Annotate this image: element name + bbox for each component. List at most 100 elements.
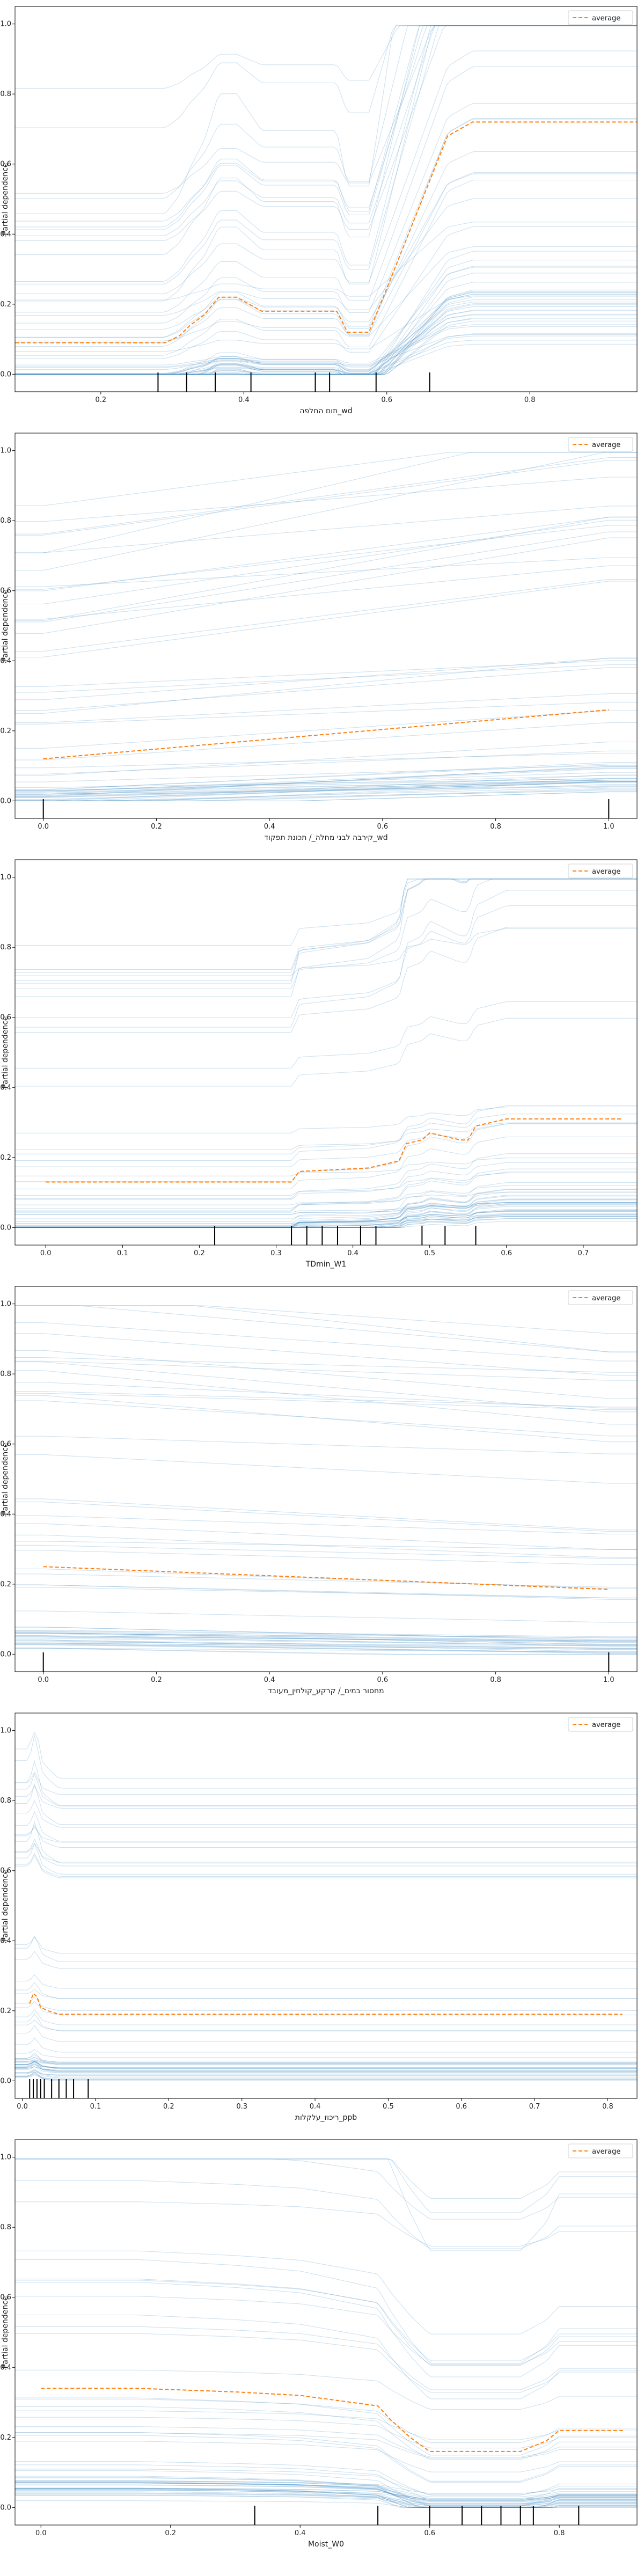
x-axis-label: ריכוז_עלקלות_ppb xyxy=(295,2113,357,2122)
ice-line xyxy=(15,2060,637,2072)
ice-line xyxy=(15,1436,637,1454)
x-tick-label: 0.7 xyxy=(529,2103,540,2111)
y-tick-label: 0.6 xyxy=(0,1014,11,1022)
ice-line xyxy=(15,2461,637,2496)
ice-line xyxy=(15,310,637,375)
ice-line xyxy=(15,2069,637,2076)
ice-line xyxy=(15,2074,637,2081)
ice-line xyxy=(15,2061,637,2069)
legend: average xyxy=(568,863,633,879)
y-tick-label: 0.8 xyxy=(0,517,11,525)
ice-line xyxy=(15,772,637,792)
ice-line xyxy=(15,1350,637,1399)
ice-line xyxy=(15,1195,637,1228)
average-line xyxy=(46,1118,622,1183)
ice-line xyxy=(15,775,637,792)
ice-line xyxy=(15,657,637,700)
ice-line xyxy=(15,1633,637,1645)
ice-line xyxy=(15,335,637,375)
ice-line xyxy=(15,701,637,724)
ice-line xyxy=(15,1936,637,1954)
ice-line xyxy=(15,1136,637,1189)
ice-line xyxy=(15,2061,637,2073)
y-tick-label: 1.0 xyxy=(0,1727,11,1735)
ice-line xyxy=(15,2432,637,2458)
pdp-panel-5: 0.0 0.1 0.2 0.3 0.4 0.5 0.6 0.7 0.8 0.0 0.2 0.4 0.6 0… xyxy=(0,1713,638,2122)
ice-line xyxy=(15,789,637,801)
ice-line xyxy=(15,657,637,714)
ice-line xyxy=(15,1209,637,1228)
ice-line xyxy=(15,1218,637,1228)
y-tick-label: 0.6 xyxy=(0,160,11,169)
ice-line xyxy=(15,1642,637,1650)
ice-line xyxy=(15,1198,637,1228)
ice-line xyxy=(15,2369,637,2410)
ice-line xyxy=(15,1811,637,1842)
ice-line xyxy=(15,1773,637,1806)
ice-line xyxy=(15,581,637,658)
ice-line xyxy=(15,928,637,976)
x-tick-label: 0.6 xyxy=(501,1249,512,1257)
ice-line xyxy=(15,304,637,375)
ice-line xyxy=(15,1400,637,1437)
ice-line xyxy=(15,317,637,375)
y-tick-label: 0.8 xyxy=(0,90,11,98)
ice-line xyxy=(15,1202,637,1215)
ice-line xyxy=(15,1855,637,1878)
ice-line xyxy=(15,1182,637,1222)
average-line xyxy=(41,2388,624,2452)
ice-line xyxy=(15,1515,637,1535)
ice-line xyxy=(15,1362,637,1413)
ice-line xyxy=(15,2326,637,2390)
ice-line xyxy=(15,119,637,338)
ice-line xyxy=(15,1611,637,1623)
ice-line xyxy=(15,782,637,798)
ice-line xyxy=(15,565,637,620)
y-tick-label: 0.4 xyxy=(0,230,11,238)
ice-line xyxy=(15,2483,637,2499)
ice-line xyxy=(15,291,637,375)
ice-line xyxy=(15,517,637,591)
ice-line xyxy=(15,2071,637,2081)
ice-line xyxy=(15,2490,637,2501)
y-axis-label: Partial dependence xyxy=(1,589,10,662)
ice-line xyxy=(15,2009,637,2025)
ice-line xyxy=(15,326,637,367)
ice-line xyxy=(15,2069,637,2079)
ice-line xyxy=(15,778,637,788)
ice-line xyxy=(15,1785,637,1809)
ice-line xyxy=(15,1587,637,1599)
ice-line xyxy=(15,477,637,522)
ice-line xyxy=(15,2417,637,2449)
ice-line xyxy=(15,905,637,1018)
ice-line xyxy=(15,1735,637,1789)
ice-line xyxy=(15,334,637,368)
ice-line xyxy=(15,1640,637,1649)
ice-line xyxy=(15,1122,637,1150)
ice-line xyxy=(15,1202,637,1219)
ice-line xyxy=(15,791,637,801)
x-tick-label: 0.3 xyxy=(236,2103,247,2111)
ice-line xyxy=(15,2397,637,2456)
ice-line xyxy=(15,2057,637,2062)
ice-line xyxy=(15,25,637,228)
x-tick-label: 0.1 xyxy=(117,1249,128,1257)
ice-line xyxy=(15,1391,637,1408)
ice-line xyxy=(15,1213,637,1228)
ice-line xyxy=(15,25,637,222)
ice-line xyxy=(15,879,637,946)
ice-line xyxy=(15,1382,637,1409)
ice-line xyxy=(15,246,637,341)
ice-line xyxy=(15,1305,637,1352)
ice-line xyxy=(15,1574,637,1587)
ice-line xyxy=(15,1821,637,1864)
ice-line xyxy=(15,2469,637,2496)
ice-line xyxy=(15,273,637,375)
y-tick-label: 0.2 xyxy=(0,2434,11,2442)
ice-line xyxy=(15,25,637,302)
ice-line xyxy=(15,779,637,794)
ice-line xyxy=(15,25,637,241)
ice-line xyxy=(15,2066,637,2074)
ice-line xyxy=(15,2001,637,2016)
